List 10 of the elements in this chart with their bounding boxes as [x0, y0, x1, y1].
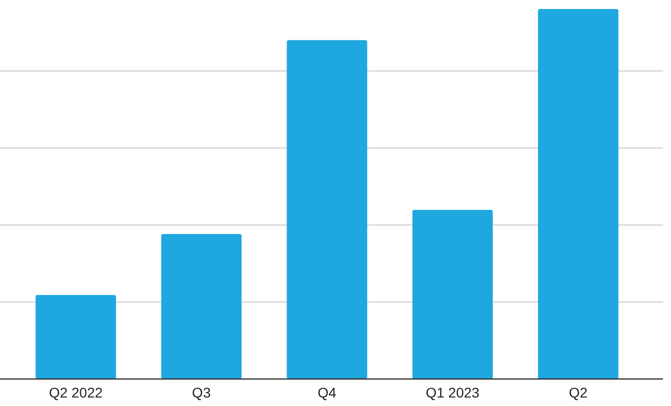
bar [412, 210, 493, 379]
x-tick-label: Q2 [568, 384, 588, 400]
x-tick-label: Q4 [318, 384, 337, 400]
bar [161, 234, 242, 379]
bar [286, 40, 368, 379]
bar [538, 9, 618, 379]
x-tick-label: Q1 2023 [426, 384, 480, 400]
x-tick-label: Q2 2022 [48, 384, 103, 400]
bar [36, 295, 116, 379]
x-tick-label: Q3 [192, 384, 211, 400]
